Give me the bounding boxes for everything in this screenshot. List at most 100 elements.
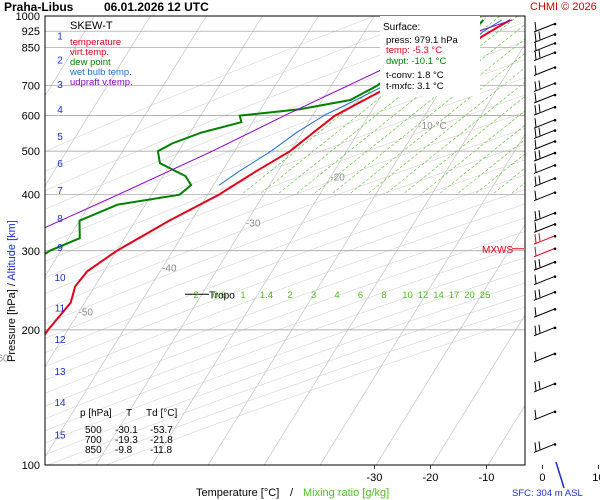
altitude-tick-label: 2 [57,56,63,67]
altitude-tick-label: 15 [54,430,66,441]
wind-barb-flag [534,92,537,103]
isotherm-label: -30 [246,218,261,229]
wind-barb-dot [553,42,557,45]
wind-barb-dot [553,352,557,356]
table-cell: 700 [85,435,102,446]
surface-tconv: t-conv: 1.8 °C [386,70,444,81]
wind-barb-flag [538,104,541,113]
mixing-ratio-label: 1 [240,290,245,301]
wind-barb-dot [553,191,557,194]
dry-adiabat [45,159,525,339]
surface-tmxfc: t-mxfc: 3.1 °C [386,81,444,92]
wind-barb-flag [534,128,537,138]
wind-barb-flag [534,81,537,91]
altitude-tick-label: 5 [57,132,63,143]
brand-label: CHMI © 2026 [530,1,597,13]
wind-barb-dot [553,129,557,132]
mixing-ratio-label: 12 [418,290,429,301]
dry-adiabat [45,174,525,354]
wind-barb [533,164,555,174]
legend-item: wet bulb temp. [69,67,132,78]
wind-barb-flag [538,210,541,219]
text-layer: 1002003004005006007008509251000123456789… [0,11,600,499]
altitude-tick-label: 11 [55,304,66,315]
mixing-ratio-line [473,153,525,195]
wind-barb-flag [538,80,541,89]
pressure-tick-label: 500 [22,146,40,158]
isotherm-line [45,16,319,458]
pressure-tick-label: 300 [22,246,40,258]
x-tick-label: -10 [478,472,494,484]
surface-box [380,16,480,96]
wind-barb-flag [538,324,541,333]
wind-barb [533,327,555,337]
dry-adiabat [45,59,525,245]
wind-barb-flag [534,260,537,270]
legend-item: virt.temp. [70,47,109,58]
wind-barb [533,223,555,233]
isotherm-line [45,16,151,187]
wind-barb-dot [553,51,557,54]
x-tick-label: 10 [592,472,600,484]
wind-barb-dot [553,82,557,85]
wind-barb-dot [553,105,557,109]
altitude-tick-label: 1 [57,31,63,42]
isotherm-line [95,16,375,465]
station-title: Praha-Libus [4,0,74,14]
isotherm-label: -60 [0,354,9,365]
mixing-ratio-label: 8 [381,290,386,301]
isotherm-label: -50 [79,308,94,319]
wind-barb [533,34,555,44]
wind-barb [533,383,555,393]
wind-barb-flag [538,380,541,389]
wind-barb-dot [553,410,557,414]
wind-barb-dot [553,177,557,180]
wind-barb-flag [534,234,537,244]
wind-barb-flag [534,105,537,115]
altitude-tick-label: 7 [57,186,63,197]
table-cell: -19.3 [115,435,138,446]
wind-barb-dot [553,211,557,215]
wind-barb-dot [553,93,557,97]
table-cell: 500 [85,425,102,436]
isotherm-label: -20 [330,173,345,184]
dry-adiabat [45,257,525,432]
wind-barb-flag [534,211,537,221]
x-tick-label: -30 [366,472,382,484]
surface-temp: temp: -5.3 °C [386,45,442,56]
y-axis-label-alt: Altitude [km] [6,220,18,281]
x-axis-label-temp: Temperature [°C] [196,487,279,499]
plot-frame [44,15,526,466]
tropo-label: Tropo [209,290,235,301]
wind-barbs [533,21,565,489]
wind-barb [533,248,555,258]
wind-barb-flag [534,190,537,200]
datetime-title: 06.01.2026 12 UTC [104,0,209,14]
altitude-tick-label: 6 [57,159,63,170]
surface-title: Surface: [383,22,420,33]
table-cell: 850 [85,445,102,456]
pressure-tick-label: 400 [22,190,40,202]
mixing-ratio-line [402,96,525,195]
legend-item: udpraft v.temp. [70,77,133,88]
isotherm-line [45,16,263,368]
altitude-tick-label: 9 [57,243,63,254]
wind-barb [533,119,555,129]
x-axis-label-sep: / [290,487,294,499]
wind-barb-flag [538,441,541,450]
wind-barb [533,235,555,245]
pressure-tick-label: 200 [22,325,40,337]
wind-barb [533,52,555,62]
mixing-ratio-line [294,16,518,195]
wind-barb-flag [538,49,541,58]
mixing-ratio-label: 1.4 [260,290,273,301]
dry-adiabat [45,189,525,367]
isotherm-line [431,314,525,465]
mixing-ratio-line [312,24,525,195]
wind-barb-dot [553,22,557,26]
pressure-tick-label: 850 [22,43,40,55]
isotherm-line [319,133,525,465]
legend-item: dew point [70,57,111,68]
wind-barb-dot [553,151,557,155]
wind-barb-flag [534,65,537,75]
